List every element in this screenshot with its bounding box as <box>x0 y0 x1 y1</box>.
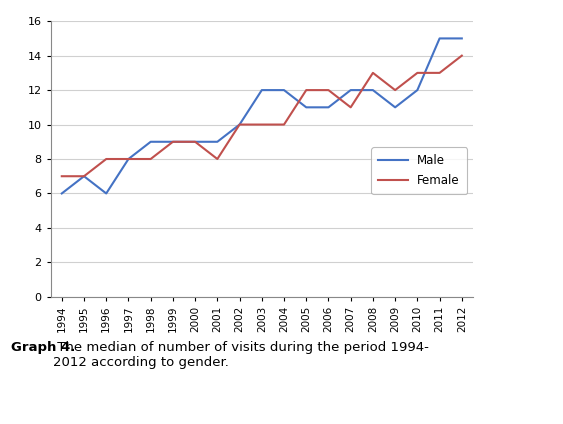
Male <box>125 156 132 162</box>
Line: Male: Male <box>62 39 462 193</box>
Female <box>369 70 376 75</box>
Female <box>392 88 399 93</box>
Female <box>347 105 354 110</box>
Male <box>303 105 310 110</box>
Female <box>303 88 310 93</box>
Male <box>347 88 354 93</box>
Male <box>414 88 421 93</box>
Female <box>280 122 287 127</box>
Male <box>192 139 199 144</box>
Female <box>436 70 443 75</box>
Male <box>59 191 65 196</box>
Female <box>148 156 154 162</box>
Female <box>236 122 243 127</box>
Female <box>192 139 199 144</box>
Male <box>236 122 243 127</box>
Male <box>280 88 287 93</box>
Female <box>81 174 87 179</box>
Male <box>458 36 465 41</box>
Male <box>214 139 221 144</box>
Text: Graph 4.: Graph 4. <box>11 341 75 354</box>
Male <box>258 88 265 93</box>
Female <box>59 174 65 179</box>
Male <box>169 139 176 144</box>
Male <box>103 191 110 196</box>
Line: Female: Female <box>62 56 462 176</box>
Female <box>258 122 265 127</box>
Legend: Male, Female: Male, Female <box>371 147 467 195</box>
Male <box>436 36 443 41</box>
Female <box>214 156 221 162</box>
Female <box>125 156 132 162</box>
Female <box>103 156 110 162</box>
Male <box>369 88 376 93</box>
Female <box>414 70 421 75</box>
Male <box>81 174 87 179</box>
Male <box>325 105 332 110</box>
Female <box>325 88 332 93</box>
Male <box>392 105 399 110</box>
Female <box>458 53 465 58</box>
Female <box>169 139 176 144</box>
Text: The median of number of visits during the period 1994-
2012 according to gender.: The median of number of visits during th… <box>53 341 430 369</box>
Male <box>148 139 154 144</box>
